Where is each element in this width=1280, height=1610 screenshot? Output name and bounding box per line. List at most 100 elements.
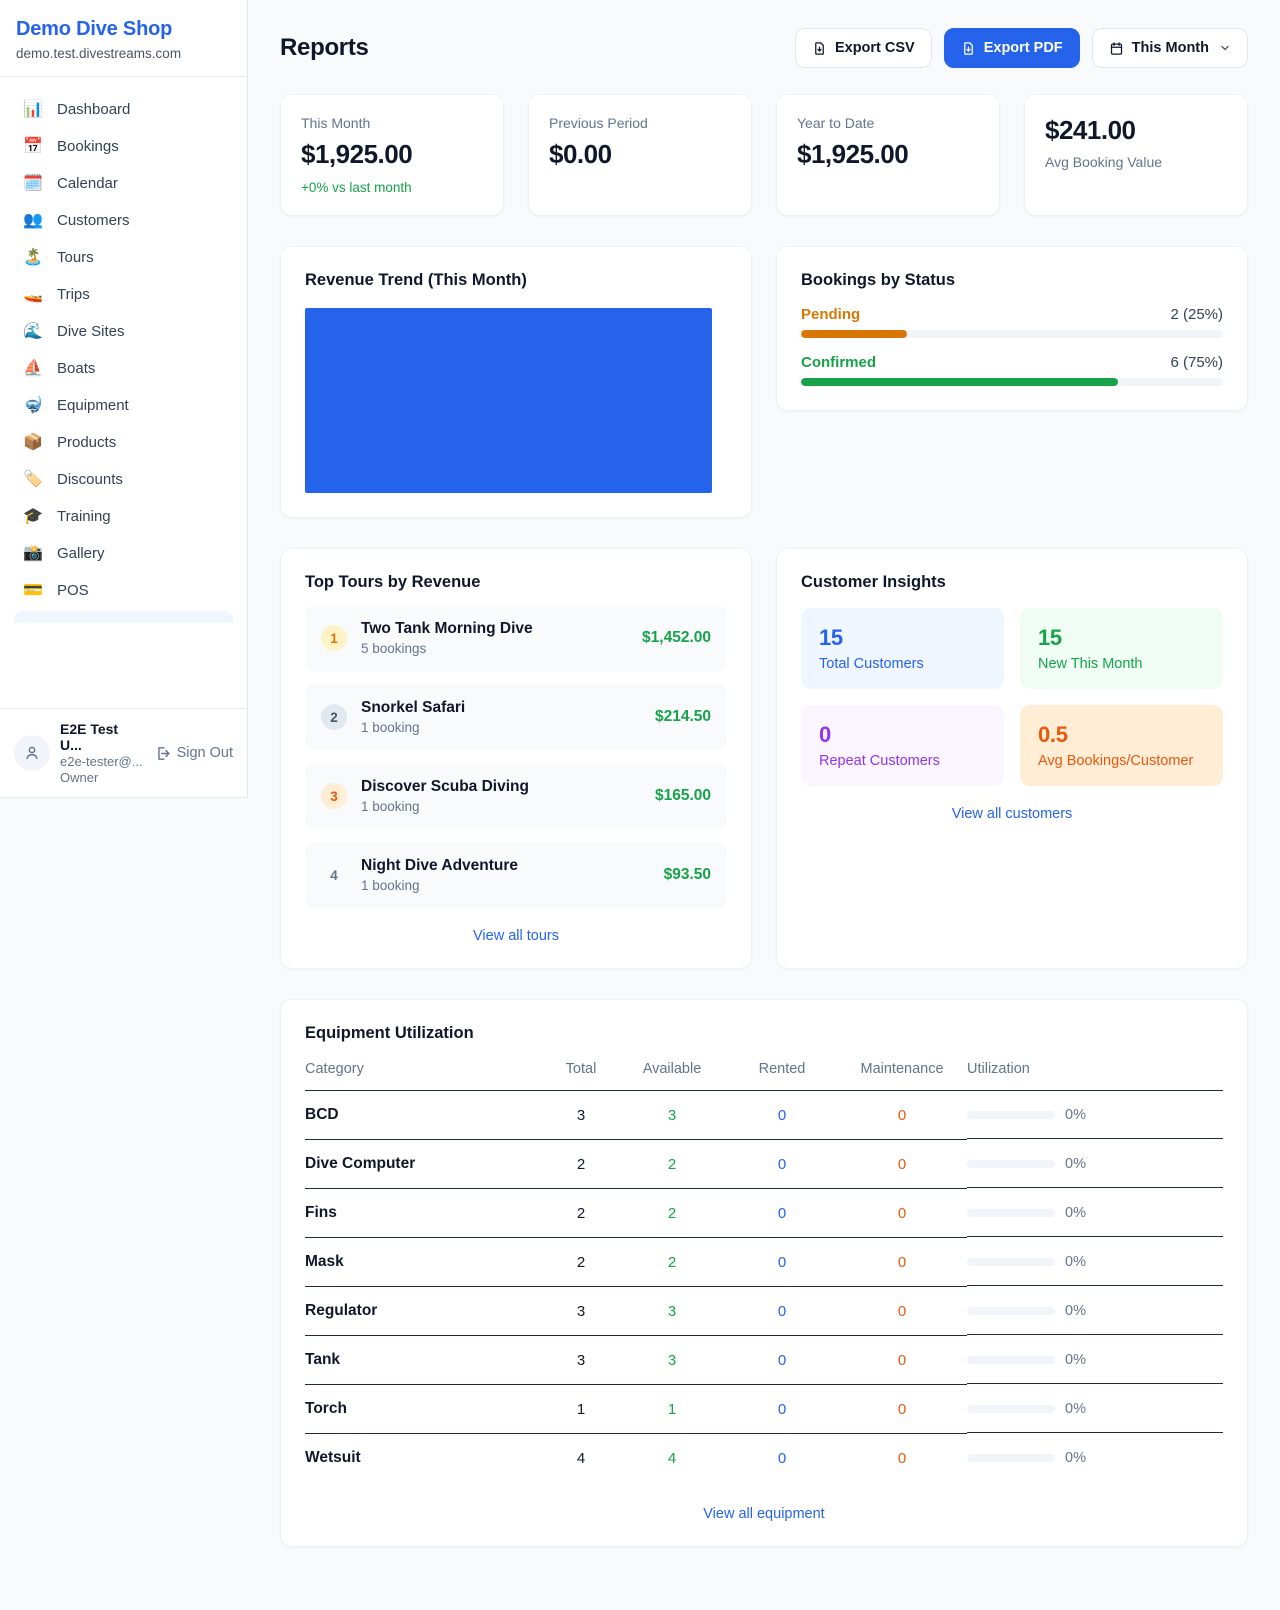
utilization-bar: [967, 1454, 1055, 1462]
sidebar-item-tours[interactable]: 🏝️ Tours: [12, 239, 235, 276]
package-icon: 📦: [23, 433, 43, 451]
utilization-bar: [967, 1111, 1055, 1119]
equipment-available: 1: [617, 1386, 727, 1434]
insight-value: 0.5: [1038, 722, 1068, 747]
status-count: 2 (25%): [1170, 306, 1223, 323]
stat-delta: +0% vs last month: [301, 180, 412, 195]
equipment-category: Fins: [305, 1189, 545, 1238]
equipment-utilization: 0%: [967, 1386, 1223, 1433]
sidebar-item-products[interactable]: 📦 Products: [12, 424, 235, 461]
insight-repeat-customers: 0 Repeat Customers: [801, 705, 1004, 786]
equipment-rented: 0: [727, 1239, 837, 1287]
equipment-utilization: 0%: [967, 1141, 1223, 1188]
tour-name: Two Tank Morning Dive: [361, 620, 533, 637]
user-email: e2e-tester@...: [60, 754, 143, 769]
status-bar-track: [801, 378, 1223, 386]
equipment-rented: 0: [727, 1092, 837, 1140]
sidebar-item-pos[interactable]: 💳 POS: [12, 572, 235, 609]
insight-value: 0: [819, 722, 831, 747]
sidebar-item-label: Training: [57, 508, 111, 525]
tour-amount: $1,452.00: [642, 629, 711, 646]
insight-new-this-month: 15 New This Month: [1020, 608, 1223, 689]
stat-card-year-to-date: Year to Date $1,925.00: [776, 94, 1000, 216]
sidebar-item-training[interactable]: 🎓 Training: [12, 498, 235, 535]
island-icon: 🏝️: [23, 248, 43, 266]
sidebar-item-label: Equipment: [57, 397, 129, 414]
sidebar-item-label: POS: [57, 582, 89, 599]
utilization-percent: 0%: [1065, 1401, 1086, 1417]
equipment-category: Mask: [305, 1238, 545, 1287]
sidebar-item-reports-active[interactable]: [14, 611, 233, 623]
export-pdf-button[interactable]: Export PDF: [943, 28, 1080, 68]
rank-badge: 3: [321, 783, 347, 809]
equipment-rented: 0: [777, 1449, 787, 1467]
export-csv-button[interactable]: Export CSV: [794, 28, 932, 68]
shop-name: Demo Dive Shop: [16, 18, 173, 40]
equipment-available: 3: [617, 1092, 727, 1140]
utilization-bar: [967, 1258, 1055, 1266]
tour-row[interactable]: 3 Discover Scuba Diving 1 booking $165.0…: [305, 763, 727, 829]
sidebar-item-discounts[interactable]: 🏷️ Discounts: [12, 461, 235, 498]
column-header-category: Category: [305, 1049, 545, 1091]
utilization-percent: 0%: [1065, 1107, 1086, 1123]
diving-mask-icon: 🤿: [23, 396, 43, 414]
top-tours-card: Top Tours by Revenue 1 Two Tank Morning …: [280, 548, 752, 969]
sidebar-item-customers[interactable]: 👥 Customers: [12, 202, 235, 239]
camera-icon: 📸: [23, 544, 43, 562]
sidebar-item-label: Dive Sites: [57, 323, 125, 340]
equipment-rented: 0: [727, 1337, 837, 1385]
equipment-maintenance: 0: [837, 1190, 967, 1238]
utilization-percent: 0%: [1065, 1205, 1086, 1221]
sidebar-item-label: Boats: [57, 360, 96, 377]
tour-bookings: 5 bookings: [361, 641, 427, 656]
tour-row[interactable]: 1 Two Tank Morning Dive 5 bookings $1,45…: [305, 605, 727, 671]
sidebar-item-equipment[interactable]: 🤿 Equipment: [12, 387, 235, 424]
bookings-by-status-title: Bookings by Status: [801, 271, 956, 289]
stat-value: $241.00: [1045, 115, 1136, 145]
sidebar-item-bookings[interactable]: 📅 Bookings: [12, 128, 235, 165]
page-title: Reports: [280, 34, 369, 61]
view-all-equipment-link[interactable]: View all equipment: [703, 1506, 825, 1522]
view-all-tours-link[interactable]: View all tours: [473, 928, 559, 944]
tour-bookings: 1 booking: [361, 878, 420, 893]
wave-icon: 🌊: [23, 322, 43, 340]
sidebar-item-dive-sites[interactable]: 🌊 Dive Sites: [12, 313, 235, 350]
status-row-pending: Pending 2 (25%): [801, 306, 1223, 338]
sidebar-item-label: Tours: [57, 249, 94, 266]
insight-avg-bookings: 0.5 Avg Bookings/Customer: [1020, 705, 1223, 786]
logout-icon: [157, 746, 170, 760]
lists-row: Top Tours by Revenue 1 Two Tank Morning …: [280, 548, 1248, 969]
sidebar-item-label: Trips: [57, 286, 90, 303]
view-all-customers-link[interactable]: View all customers: [951, 806, 1073, 822]
utilization-percent: 0%: [1065, 1352, 1086, 1368]
tour-bookings: 1 booking: [361, 720, 420, 735]
tour-row[interactable]: 4 Night Dive Adventure 1 booking $93.50: [305, 842, 727, 908]
sidebar-item-trips[interactable]: 🚤 Trips: [12, 276, 235, 313]
column-header-maintenance: Maintenance: [837, 1049, 967, 1091]
equipment-available: 2: [617, 1141, 727, 1189]
sidebar-item-dashboard[interactable]: 📊 Dashboard: [12, 91, 235, 128]
equipment-rented: 0: [727, 1288, 837, 1336]
shop-domain: demo.test.divestreams.com: [16, 46, 182, 61]
sidebar-item-boats[interactable]: ⛵ Boats: [12, 350, 235, 387]
equipment-rented: 0: [727, 1386, 837, 1434]
period-dropdown[interactable]: This Month: [1091, 28, 1248, 68]
rank-badge: 2: [321, 704, 347, 730]
column-header-utilization: Utilization: [967, 1049, 1223, 1091]
status-bar-fill: [801, 378, 1118, 386]
equipment-available: 3: [617, 1288, 727, 1336]
equipment-rented: 0: [727, 1190, 837, 1238]
rank-badge: 4: [330, 867, 338, 883]
column-header-available: Available: [617, 1049, 727, 1091]
tour-row[interactable]: 2 Snorkel Safari 1 booking $214.50: [305, 684, 727, 750]
customer-insights-card: Customer Insights 15 Total Customers 15 …: [776, 548, 1248, 969]
insight-label: Repeat Customers: [819, 753, 940, 769]
equipment-utilization-card: Equipment Utilization Category Total Ava…: [280, 999, 1248, 1547]
calendar-icon: [1110, 41, 1122, 55]
sidebar-item-calendar[interactable]: 🗓️ Calendar: [12, 165, 235, 202]
equipment-utilization: 0%: [967, 1190, 1223, 1237]
user-footer: E2E Test U... e2e-tester@... Owner Sign …: [0, 708, 247, 797]
equipment-rented: 0: [727, 1141, 837, 1189]
sidebar-item-gallery[interactable]: 📸 Gallery: [12, 535, 235, 572]
sign-out-button[interactable]: Sign Out: [154, 745, 233, 762]
